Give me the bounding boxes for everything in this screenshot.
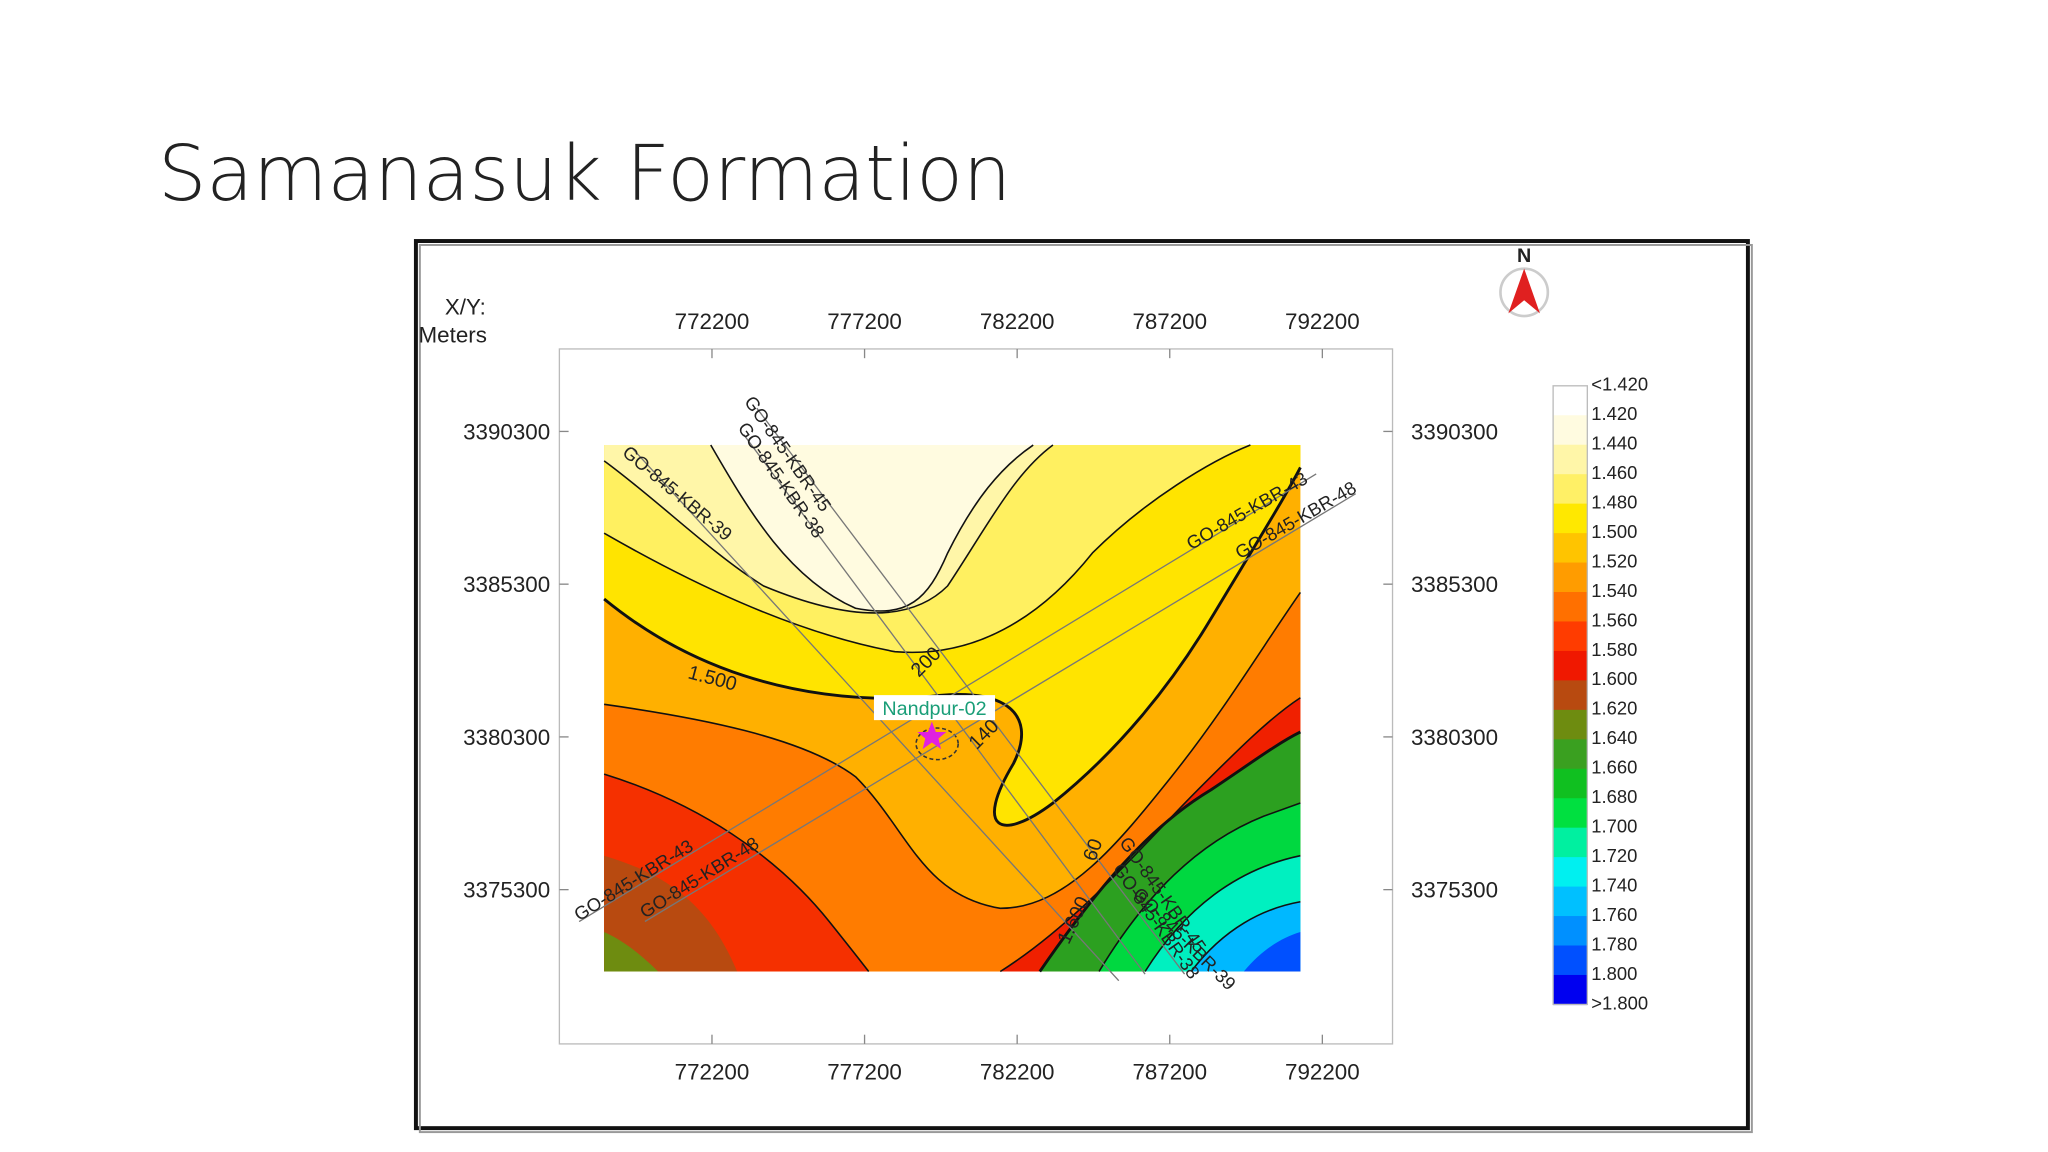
- seismic-lines: [578, 407, 1357, 982]
- x-tick-label: 782200: [980, 1059, 1055, 1084]
- legend-swatch: [1553, 503, 1588, 534]
- legend-swatch: [1553, 592, 1588, 623]
- x-tick-label: 787200: [1132, 309, 1207, 334]
- legend-swatch: [1553, 650, 1588, 682]
- x-tick-label: 792200: [1285, 1059, 1360, 1084]
- x-tick-label: 777200: [827, 1059, 902, 1084]
- frame-shadow: [418, 243, 1753, 1134]
- legend-swatch: [1553, 385, 1588, 416]
- legend-label: 1.620: [1591, 698, 1637, 719]
- legend-label: <1.420: [1591, 374, 1648, 395]
- y-tick-label: 3380300: [1411, 725, 1498, 750]
- axis-box: [558, 348, 1394, 1045]
- axis-label: Meters: [419, 322, 487, 347]
- legend-swatch: [1553, 415, 1588, 446]
- well-marker: [917, 721, 947, 750]
- north-arrow: [1508, 268, 1540, 314]
- y-tick-label: 3390300: [463, 419, 550, 444]
- legend-swatch: [1553, 474, 1588, 505]
- y-tick-label: 3375300: [463, 878, 550, 903]
- y-tick-label: 3390300: [1411, 419, 1498, 444]
- legend-label: 1.760: [1591, 904, 1637, 925]
- legend-swatch: [1553, 974, 1588, 1006]
- legend-label: 1.420: [1591, 403, 1637, 424]
- well-label: Nandpur-02: [882, 698, 986, 720]
- legend-label: 1.660: [1591, 757, 1637, 778]
- legend-label: 1.680: [1591, 786, 1637, 807]
- y-tick-label: 3385300: [1411, 572, 1498, 597]
- north-label: N: [1517, 245, 1531, 267]
- x-tick-label: 782200: [980, 309, 1055, 334]
- legend-label: 1.440: [1591, 433, 1637, 454]
- legend-swatch: [1553, 709, 1588, 740]
- legend-label: 1.540: [1591, 580, 1637, 601]
- legend-label: 1.740: [1591, 874, 1637, 895]
- legend-label: 1.560: [1591, 609, 1637, 630]
- legend-label: 1.460: [1591, 462, 1637, 483]
- slide-title: Samanasuk Formation: [158, 130, 1011, 219]
- legend-swatch: [1553, 945, 1588, 976]
- legend-label: 1.800: [1591, 963, 1637, 984]
- legend-label: 1.520: [1591, 550, 1637, 571]
- legend-swatch: [1553, 857, 1588, 888]
- contour-lines: [603, 444, 1302, 973]
- x-tick-label: 777200: [827, 309, 902, 334]
- legend-swatch: [1553, 886, 1588, 917]
- legend-swatch: [1553, 621, 1588, 652]
- legend-label: 1.780: [1591, 933, 1637, 954]
- legend-swatch: [1553, 827, 1588, 858]
- axis-label: X/Y:: [445, 295, 486, 320]
- legend-swatch: [1553, 533, 1588, 564]
- legend-label: 1.720: [1591, 845, 1637, 866]
- legend-swatch: [1553, 739, 1588, 770]
- legend-swatch: [1553, 916, 1588, 947]
- x-tick-label: 787200: [1132, 1059, 1207, 1084]
- legend-swatch: [1553, 768, 1588, 799]
- legend-swatch: [1553, 798, 1588, 829]
- x-tick-label: 772200: [675, 1059, 750, 1084]
- legend-swatch: [1553, 562, 1588, 593]
- legend-swatch: [1553, 680, 1588, 711]
- legend-label: >1.800: [1591, 992, 1648, 1013]
- legend-label: 1.640: [1591, 727, 1637, 748]
- legend-swatch: [1553, 444, 1588, 475]
- y-tick-label: 3380300: [463, 725, 550, 750]
- legend-label: 1.580: [1591, 639, 1637, 660]
- legend-border: [1552, 385, 1588, 1006]
- x-tick-label: 772200: [675, 309, 750, 334]
- legend-label: 1.700: [1591, 816, 1637, 837]
- x-tick-label: 792200: [1285, 309, 1360, 334]
- y-tick-label: 3385300: [463, 572, 550, 597]
- legend-label: 1.480: [1591, 491, 1637, 512]
- legend-label: 1.500: [1591, 521, 1637, 542]
- y-tick-label: 3375300: [1411, 878, 1498, 903]
- well-label-bg: [873, 695, 996, 721]
- legend-label: 1.600: [1591, 668, 1637, 689]
